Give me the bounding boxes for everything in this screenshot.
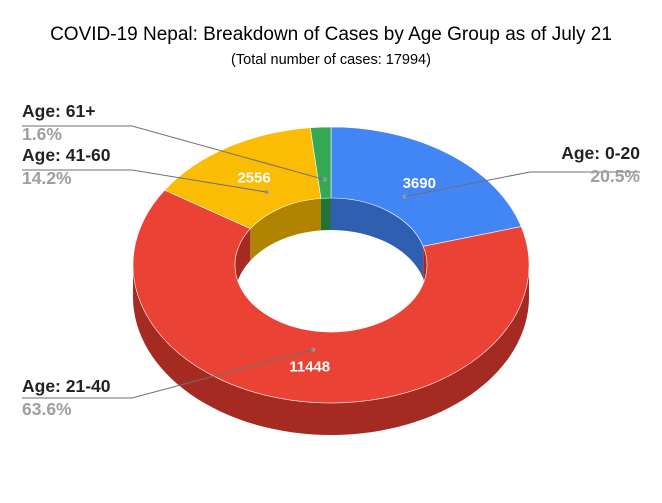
- slice-labels: 3690 Age: 0-20 20.5% 11448 Age: 21-40 63.6% 25…: [22, 101, 640, 419]
- slice-name-label: Age: 0-20: [561, 143, 640, 163]
- slice-name-label: Age: 61+: [22, 101, 95, 121]
- chart-subtitle: (Total number of cases: 17994): [231, 52, 431, 68]
- slice-percent-label: 20.5%: [590, 166, 640, 186]
- slice-percent-label: 1.6%: [22, 124, 62, 144]
- donut-slices: [132, 126, 530, 404]
- slice-0[interactable]: [330, 126, 522, 247]
- inner-wall: [331, 198, 424, 279]
- chart-title: COVID-19 Nepal: Breakdown of Cases by Ag…: [50, 24, 612, 45]
- inner-wall: [250, 198, 321, 261]
- slice-name-label: Age: 41-60: [22, 145, 111, 165]
- slice-value-label: 11448: [289, 358, 330, 375]
- slice-1[interactable]: [132, 189, 530, 404]
- outer-wall: [133, 265, 529, 435]
- leader-line: [22, 125, 325, 181]
- leader-line: [404, 171, 640, 198]
- slice-name-label: Age: 21-40: [22, 376, 111, 396]
- leader-line: [22, 169, 267, 193]
- donut-sides: [133, 198, 529, 435]
- slice-value-label: 3690: [403, 175, 436, 192]
- slice-2[interactable]: [164, 127, 322, 230]
- leader-line: [22, 349, 314, 399]
- slice-value-label: 2556: [237, 170, 270, 187]
- inner-wall: [235, 228, 251, 297]
- slice-percent-label: 14.2%: [22, 168, 72, 188]
- inner-wall: [320, 198, 331, 231]
- slice-percent-label: 63.6%: [22, 399, 72, 419]
